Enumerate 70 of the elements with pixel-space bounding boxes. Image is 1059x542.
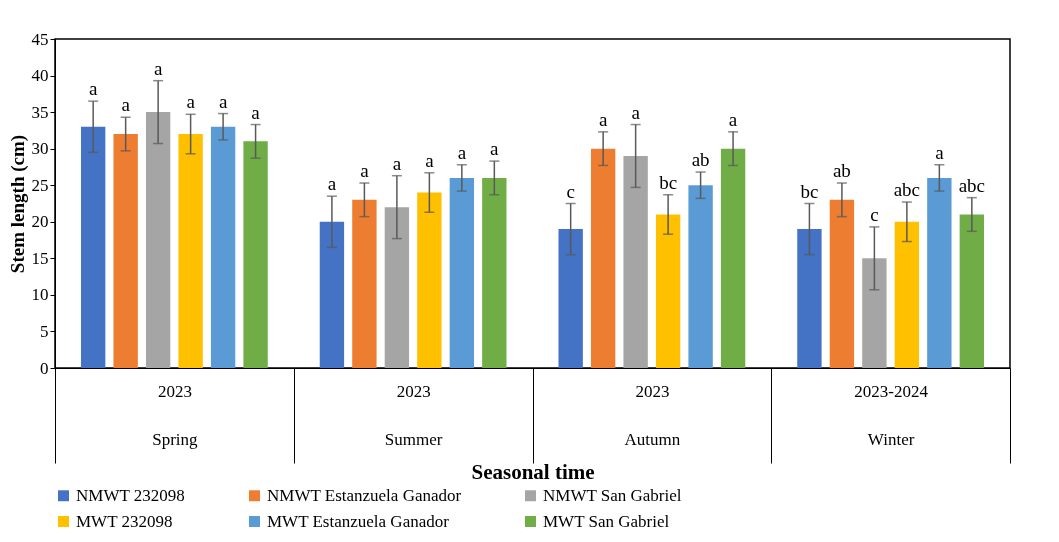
- bar: [797, 229, 822, 368]
- data-label: a: [251, 101, 261, 123]
- data-label: a: [392, 152, 402, 174]
- bar: [894, 221, 920, 368]
- y-tick-label: 10: [31, 285, 49, 305]
- legend-label: MWT Estanzuela Ganador: [267, 511, 450, 531]
- data-label: a: [598, 108, 608, 130]
- data-label: a: [153, 57, 163, 79]
- data-label: abc: [958, 174, 986, 196]
- data-label: a: [425, 149, 435, 171]
- bar: [352, 199, 377, 368]
- legend-label: MWT 232098: [76, 511, 173, 531]
- data-label: c: [870, 203, 879, 225]
- bar: [590, 148, 616, 368]
- data-label: a: [631, 101, 641, 123]
- bar: [145, 112, 171, 368]
- y-tick-label: 20: [31, 212, 49, 232]
- bar: [558, 229, 583, 368]
- bar: [829, 199, 855, 368]
- y-tick-label: 5: [40, 321, 49, 341]
- legend-label: NMWT San Gabriel: [543, 485, 682, 505]
- bar: [927, 177, 952, 368]
- category-label: 2023 Summer: [384, 381, 443, 449]
- y-tick-label: 35: [31, 102, 49, 122]
- bar: [80, 126, 106, 368]
- bar: [655, 214, 681, 368]
- data-label: a: [360, 160, 370, 182]
- legend-label: NMWT 232098: [76, 485, 185, 505]
- data-label: bc: [800, 180, 819, 202]
- bar: [449, 177, 475, 368]
- y-tick-label: 40: [31, 66, 49, 86]
- y-tick-label: 30: [31, 139, 49, 159]
- bar: [623, 155, 648, 368]
- data-label: c: [566, 180, 575, 202]
- data-label: a: [218, 90, 228, 112]
- x-axis-title: Seasonal time: [471, 460, 595, 484]
- y-tick-label: 25: [31, 175, 49, 195]
- data-label: a: [121, 94, 131, 116]
- data-label: a: [457, 141, 467, 163]
- data-label: ab: [691, 149, 710, 171]
- data-label: abc: [893, 179, 921, 201]
- bar: [720, 148, 746, 368]
- bar: [688, 185, 713, 368]
- data-label: a: [186, 91, 196, 113]
- data-label: bc: [659, 171, 678, 193]
- data-label: ab: [832, 160, 851, 182]
- data-label: a: [88, 78, 98, 100]
- category-label: 2023 Autumn: [624, 381, 681, 449]
- data-label: a: [327, 173, 337, 195]
- y-axis-title: Stem length (cm): [6, 134, 29, 274]
- bar: [319, 221, 345, 368]
- y-tick-label: 45: [31, 29, 49, 49]
- bar: [210, 126, 236, 368]
- legend-label: MWT San Gabriel: [543, 511, 670, 531]
- bar: [862, 258, 887, 368]
- bar: [482, 177, 507, 368]
- y-tick-label: 0: [40, 358, 49, 378]
- y-tick-label: 15: [31, 248, 49, 268]
- data-label: a: [728, 108, 738, 130]
- bar: [417, 192, 442, 368]
- data-label: a: [935, 141, 945, 163]
- bar: [113, 134, 138, 368]
- bar: [178, 134, 203, 368]
- legend-label: NMWT Estanzuela Ganador: [267, 485, 462, 505]
- category-label: 2023-2024 Winter: [854, 381, 928, 449]
- category-label: 2023 Spring: [152, 381, 198, 449]
- data-label: a: [490, 138, 500, 160]
- bar: [243, 141, 268, 368]
- bar: [959, 214, 985, 368]
- bar: [384, 207, 410, 368]
